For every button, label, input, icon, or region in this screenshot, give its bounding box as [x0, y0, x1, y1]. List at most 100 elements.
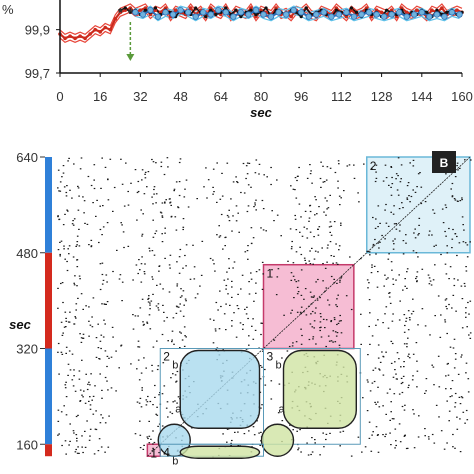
recurrence-dot [398, 319, 401, 321]
recurrence-dot [314, 196, 316, 198]
recurrence-dot [141, 179, 143, 181]
recurrence-dot [452, 347, 455, 349]
recurrence-dot [73, 282, 75, 284]
recurrence-dot [178, 272, 181, 274]
recurrence-dot [247, 184, 250, 186]
recurrence-dot [315, 307, 317, 309]
recurrence-dot [88, 244, 90, 246]
recurrence-dot [250, 186, 252, 188]
recurrence-dot [91, 316, 93, 318]
recurrence-dot [255, 292, 257, 294]
recurrence-dot [385, 278, 388, 280]
recurrence-dot [326, 247, 329, 249]
recurrence-dot [75, 448, 77, 451]
recurrence-dot [315, 199, 317, 201]
recurrence-dot [79, 400, 81, 402]
recurrence-dot [178, 181, 181, 183]
recurrence-dot [240, 191, 242, 194]
recurrence-dot [335, 304, 337, 306]
recurrence-dot [418, 415, 420, 417]
series-1-point [123, 6, 127, 10]
recurrence-dot [382, 355, 384, 357]
recurrence-dot [151, 276, 153, 278]
recurrence-dot [339, 281, 341, 283]
side-bar-segment [45, 252, 52, 349]
recurrence-dot [358, 201, 360, 203]
recurrence-dot [193, 266, 196, 268]
recurrence-dot [219, 198, 222, 200]
recurrence-dot [139, 397, 142, 399]
recurrence-dot [403, 409, 406, 411]
recurrence-dot [89, 396, 91, 398]
recurrence-dot [310, 453, 312, 456]
recurrence-dot [106, 301, 109, 303]
recurrence-dot [82, 396, 84, 398]
recurrence-dot [137, 359, 140, 361]
recurrence-dot [226, 214, 229, 217]
recurrence-dot [334, 331, 337, 333]
recurrence-dot [59, 255, 61, 257]
recurrence-dot [292, 262, 295, 264]
recurrence-dot [175, 181, 178, 183]
series-2-point [358, 11, 365, 18]
recurrence-dot [246, 250, 249, 252]
recurrence-dot [196, 293, 199, 295]
block-sub-label: a [279, 404, 286, 416]
series-2-point [441, 13, 448, 20]
recurrence-dot [57, 434, 59, 436]
recurrence-dot [348, 164, 351, 166]
recurrence-dot [340, 222, 342, 224]
recurrence-dot [417, 173, 420, 175]
recurrence-dot [84, 446, 87, 448]
recurrence-dot [290, 185, 292, 187]
recurrence-dot [270, 183, 272, 186]
recurrence-dot [390, 362, 393, 364]
recurrence-dot [77, 297, 79, 299]
recurrence-dot [339, 314, 341, 317]
recurrence-dot [456, 428, 459, 430]
recurrence-dot [134, 433, 137, 435]
recurrence-dot [242, 328, 244, 330]
series-1-point [334, 8, 338, 12]
panel-badge [432, 151, 456, 173]
series-1-point [118, 8, 122, 12]
recurrence-dot [116, 249, 118, 251]
recurrence-dot [182, 226, 185, 228]
recurrence-dot [386, 392, 389, 394]
recurrence-dot [61, 282, 64, 284]
recurrence-dot [385, 222, 388, 224]
recurrence-dot [450, 388, 452, 390]
recurrence-dot [366, 379, 369, 381]
recurrence-dot [224, 236, 226, 239]
recurrence-dot [255, 271, 258, 273]
recurrence-dot [446, 252, 449, 254]
recurrence-dot [454, 233, 457, 235]
recurrence-dot [76, 452, 79, 454]
recurrence-dot [296, 179, 298, 182]
recurrence-dot [64, 213, 66, 215]
recurrence-dot [259, 391, 262, 393]
recurrence-dot [84, 430, 86, 432]
recurrence-dot [86, 223, 89, 225]
recurrence-dot [101, 157, 103, 159]
recurrence-dot [346, 165, 349, 167]
recurrence-dot [65, 191, 68, 194]
recurrence-dot [448, 303, 450, 306]
recurrence-dot [416, 280, 418, 282]
block-roundbox [179, 349, 261, 429]
recurrence-dot [452, 294, 455, 296]
recurrence-dot [292, 188, 295, 190]
recurrence-dot [89, 435, 91, 437]
time-side-bar [45, 157, 52, 457]
recurrence-dot [372, 216, 374, 219]
recurrence-dot [402, 375, 405, 377]
recurrence-dot [214, 328, 217, 330]
recurrence-dot [102, 205, 104, 207]
recurrence-dot [453, 367, 456, 369]
recurrence-dot [412, 310, 415, 312]
recurrence-dot [405, 242, 407, 244]
block-label: 3 [267, 350, 274, 364]
recurrence-dot [67, 363, 70, 365]
recurrence-dot [400, 366, 402, 368]
recurrence-dot [314, 439, 316, 441]
